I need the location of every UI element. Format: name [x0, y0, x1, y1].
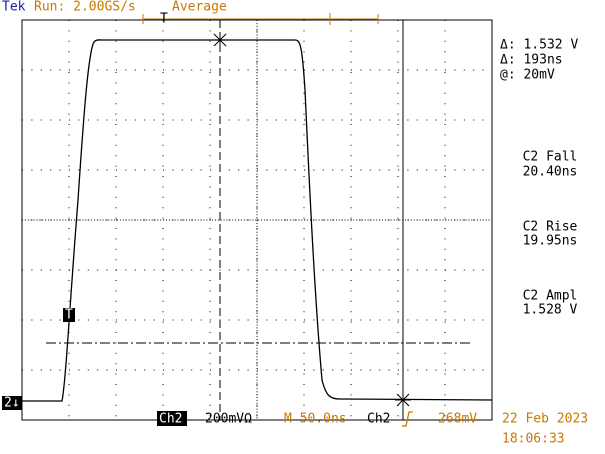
measure-value: 20.40ns	[523, 165, 578, 180]
brand: Tek	[2, 0, 26, 15]
cursor-cross	[212, 32, 411, 408]
time: 18:06:33	[502, 432, 565, 447]
channel: Ch2	[159, 412, 182, 427]
acq-status: Run: 2.00GS/s	[34, 0, 136, 15]
graticule-frame	[21, 19, 493, 421]
measure-label: C2 Ampl	[523, 289, 578, 304]
trigger-position: T	[160, 12, 168, 27]
vertical-scale: 200mVΩ	[205, 412, 252, 427]
waveform	[22, 39, 493, 402]
trigger-marker: T	[65, 308, 73, 323]
acq-mode: Average	[172, 0, 227, 15]
timebase: M 50.0ns	[284, 412, 347, 427]
channel-badge	[157, 411, 187, 426]
trigger-level: 268mV	[438, 412, 477, 427]
measure-label: C2 Fall	[523, 150, 578, 165]
record-bracket	[142, 13, 379, 25]
channel-marker-bg	[2, 396, 22, 410]
date: 22 Feb 2023	[502, 412, 588, 427]
cursor-delta-v: Δ: 1.532 V	[500, 38, 578, 53]
cursor-delta-t: Δ: 193ns	[500, 53, 563, 68]
measure-label: C2 Rise	[523, 220, 578, 235]
trigger-source: Ch2	[367, 412, 390, 427]
channel-marker: 2↓	[4, 396, 20, 411]
trigger-marker-bg	[63, 308, 75, 322]
measure-value: 1.528 V	[523, 303, 578, 318]
graticule	[22, 20, 492, 420]
measure-value: 19.95ns	[523, 234, 578, 249]
cursor-at: @: 20mV	[500, 68, 555, 83]
trigger-slope	[402, 411, 413, 427]
